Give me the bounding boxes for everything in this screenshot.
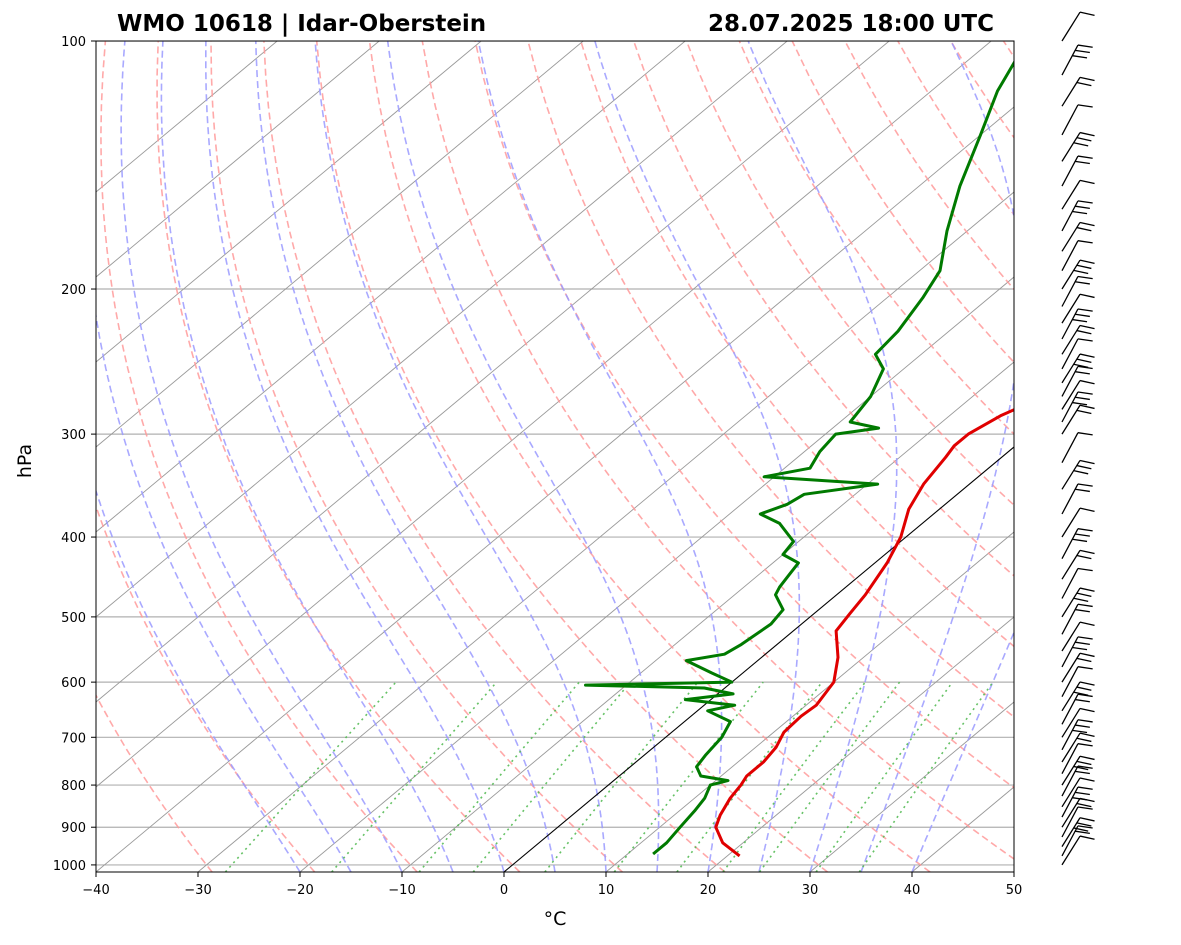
wind-barb — [1062, 73, 1095, 113]
x-tick-label: −30 — [184, 883, 211, 898]
wind-barb — [1062, 176, 1095, 216]
wind-barb — [1062, 504, 1095, 544]
wind-barb — [1062, 128, 1095, 168]
title-station: WMO 10618 | Idar-Oberstein — [117, 11, 486, 37]
plot-background — [96, 41, 1014, 872]
wind-barb — [1062, 100, 1093, 141]
y-axis-ticks: 100 200 300 400 500 600 700 800 900 1000 — [53, 35, 96, 874]
dry-adiabat — [1109, 41, 1181, 872]
y-tick-label: 600 — [61, 676, 86, 691]
wind-barb — [1062, 546, 1095, 586]
y-tick-label: 500 — [61, 611, 86, 626]
wind-barb — [1062, 662, 1093, 703]
dry-adiabat — [1162, 41, 1181, 872]
x-tick-label: 20 — [700, 883, 717, 898]
wind-barb — [1062, 715, 1093, 756]
y-tick-label: 200 — [61, 283, 86, 298]
title-datetime: 28.07.2025 18:00 UTC — [708, 11, 994, 37]
y-tick-label: 100 — [61, 35, 86, 50]
x-tick-label: 40 — [904, 883, 921, 898]
wind-barb — [1062, 41, 1093, 82]
isotherm-line — [1014, 41, 1181, 872]
wind-barb-column — [1062, 8, 1095, 872]
x-tick-label: −20 — [286, 883, 313, 898]
wind-barb — [1062, 401, 1095, 441]
plot-area — [96, 41, 1014, 872]
wind-barb — [1062, 334, 1093, 375]
x-tick-label: 10 — [598, 883, 615, 898]
wind-barb — [1062, 600, 1093, 641]
x-tick-label: 0 — [500, 883, 508, 898]
wind-barb — [1062, 152, 1093, 193]
wind-barb — [1062, 272, 1093, 313]
y-tick-label: 800 — [61, 779, 86, 794]
x-tick-label: 30 — [802, 883, 819, 898]
y-tick-label: 400 — [61, 531, 86, 546]
wind-barb — [1062, 388, 1093, 429]
wind-barb — [1062, 8, 1095, 48]
x-tick-label: 50 — [1006, 883, 1023, 898]
y-tick-label: 300 — [61, 428, 86, 443]
x-tick-label: −40 — [82, 883, 109, 898]
dry-adiabat — [1004, 41, 1181, 872]
y-tick-label: 1000 — [53, 859, 86, 874]
wind-barb — [1062, 480, 1093, 521]
wind-barb — [1062, 428, 1093, 469]
x-tick-label: −10 — [388, 883, 415, 898]
x-axis-label: °C — [544, 908, 567, 930]
wind-barb — [1062, 456, 1095, 496]
dry-adiabat — [1056, 41, 1181, 872]
wind-barb — [1062, 218, 1095, 258]
isotherm-line — [1116, 41, 1181, 872]
y-tick-label: 900 — [61, 821, 86, 836]
x-axis-ticks: −40 −30 −20 −10 0 10 20 30 40 50 — [82, 872, 1022, 898]
y-axis-label: hPa — [14, 444, 36, 478]
y-tick-label: 700 — [61, 731, 86, 746]
